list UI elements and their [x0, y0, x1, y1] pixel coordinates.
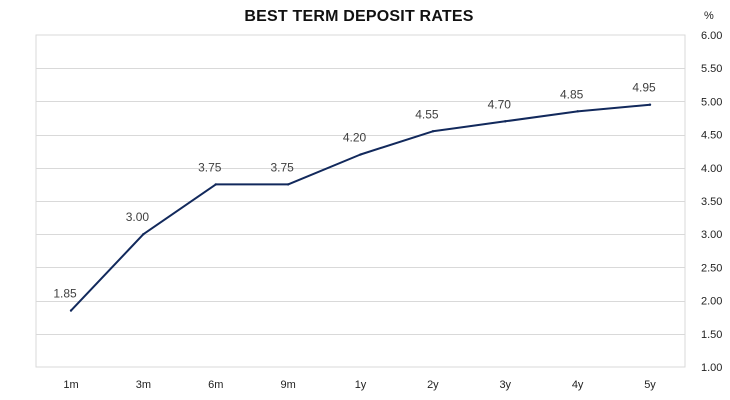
y-tick-label: 3.00 — [701, 229, 722, 241]
data-label: 4.95 — [632, 81, 656, 95]
data-label: 3.75 — [270, 160, 294, 174]
x-tick-label: 5y — [644, 379, 656, 391]
x-tick-label: 9m — [280, 379, 295, 391]
x-tick-label: 6m — [208, 379, 223, 391]
chart-title: BEST TERM DEPOSIT RATES — [244, 8, 474, 25]
y-tick-label: 4.50 — [701, 130, 722, 142]
series-layer — [69, 103, 652, 312]
y-axis-unit-label: % — [704, 10, 714, 22]
x-axis-ticks: 1m 3m 6m 9m 1y 2y 3y 4y 5y — [63, 379, 656, 391]
data-label: 4.20 — [343, 131, 367, 145]
data-label: 3.75 — [198, 160, 222, 174]
x-tick-label: 4y — [572, 379, 584, 391]
data-point — [359, 153, 362, 156]
y-tick-label: 2.50 — [701, 262, 722, 274]
x-tick-label: 1m — [63, 379, 78, 391]
y-tick-label: 4.00 — [701, 163, 722, 175]
y-axis-ticks: 1.00 1.50 2.00 2.50 3.00 3.50 4.00 4.50 5.00 5.50… — [701, 30, 722, 374]
gridlines — [36, 68, 685, 335]
data-point — [431, 130, 435, 133]
data-point — [504, 120, 507, 123]
y-tick-label: 1.50 — [701, 329, 722, 341]
x-tick-label: 1y — [355, 379, 367, 391]
y-tick-label: 5.00 — [701, 96, 722, 108]
x-tick-label: 3m — [136, 379, 151, 391]
y-tick-label: 2.00 — [701, 296, 722, 308]
data-label: 4.85 — [560, 87, 584, 101]
y-tick-label: 1.00 — [701, 362, 722, 374]
data-label: 1.85 — [53, 287, 77, 301]
data-point — [69, 309, 73, 312]
data-point — [286, 183, 290, 186]
y-tick-label: 3.50 — [701, 196, 722, 208]
x-tick-label: 3y — [499, 379, 511, 391]
data-point — [648, 103, 652, 106]
y-tick-label: 5.50 — [701, 63, 722, 75]
y-tick-label: 6.00 — [701, 30, 722, 42]
data-point — [142, 233, 145, 236]
data-label: 4.55 — [415, 107, 439, 121]
data-label: 3.00 — [126, 210, 150, 224]
data-point — [576, 110, 579, 113]
data-labels: 1.85 3.00 3.75 3.75 4.20 4.55 4.70 4.85 4.95 — [53, 81, 656, 301]
data-point — [214, 183, 217, 186]
data-label: 4.70 — [488, 97, 512, 111]
x-tick-label: 2y — [427, 379, 439, 391]
